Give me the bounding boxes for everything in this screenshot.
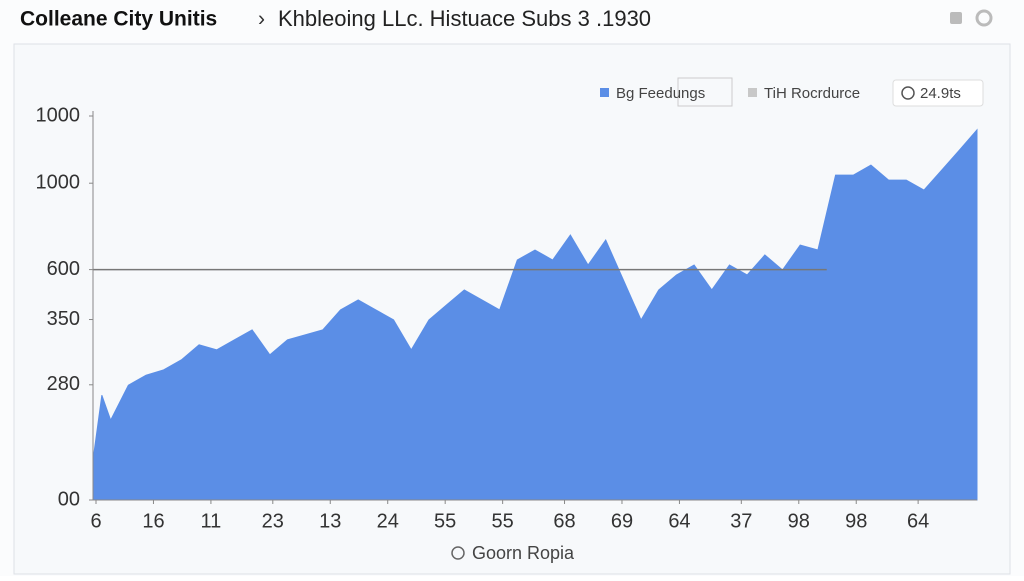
x-tick-label: 6 <box>90 510 101 532</box>
badge-text: 24.9ts <box>920 85 961 102</box>
x-tick-label: 23 <box>262 510 284 532</box>
chart-title: Khbleoing LLc. Histuace Subs 3 .1930 <box>278 6 651 31</box>
area <box>92 128 978 501</box>
x-tick-label: 98 <box>845 510 867 532</box>
x-label-icon <box>451 546 465 560</box>
x-tick-label: 98 <box>788 510 810 532</box>
x-tick-label: 13 <box>319 510 341 532</box>
legend-label: TiH Rocrdurce <box>764 85 860 102</box>
x-tick-label: 64 <box>907 510 929 532</box>
breadcrumb[interactable]: Colleane City Unitis <box>20 8 217 31</box>
x-tick-label: 69 <box>611 510 633 532</box>
legend-swatch <box>748 88 757 97</box>
x-tick-label: 11 <box>201 510 222 532</box>
separator: › <box>258 8 265 31</box>
y-tick-label: 600 <box>47 258 80 280</box>
y-tick-label: 00 <box>58 488 80 510</box>
x-tick-label: 16 <box>142 510 164 532</box>
icon[interactable] <box>950 12 962 24</box>
y-tick-label: 350 <box>47 308 80 330</box>
settings-icon[interactable] <box>975 9 993 27</box>
badge-icon <box>901 86 915 100</box>
x-tick-label: 68 <box>553 510 575 532</box>
x-axis-label: Goorn Ropia <box>472 543 575 563</box>
x-tick-label: 55 <box>492 510 514 532</box>
legend-swatch <box>600 88 609 97</box>
x-tick-label: 37 <box>730 510 752 532</box>
y-tick-label: 280 <box>47 373 80 395</box>
legend-label: Bg Feedungs <box>616 85 705 102</box>
badge-button[interactable] <box>892 79 984 107</box>
y-tick-label: 1000 <box>36 104 81 126</box>
x-tick-label: 64 <box>668 510 690 532</box>
y-tick-label: 1000 <box>36 171 81 193</box>
x-tick-label: 24 <box>377 510 399 532</box>
legend-box[interactable] <box>677 77 733 107</box>
x-tick-label: 55 <box>434 510 456 532</box>
